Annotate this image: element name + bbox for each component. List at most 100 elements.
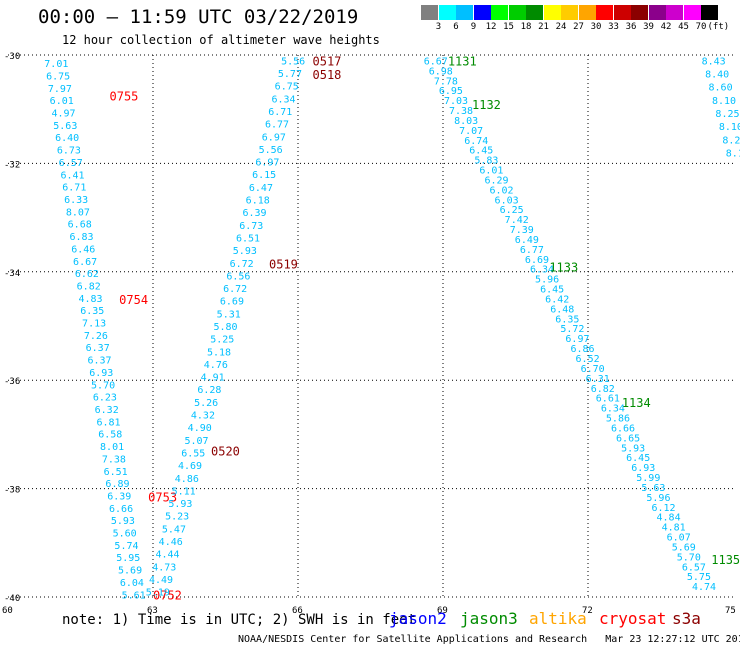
wave-height-value: 6.66: [611, 423, 635, 434]
wave-height-value: 8.43: [702, 56, 726, 67]
legend-swatch: [648, 5, 666, 20]
wave-height-value: 6.01: [479, 166, 503, 177]
legend-label: 33: [608, 22, 619, 32]
wave-height-value: 8.25: [715, 109, 739, 120]
y-tick-label: -38: [4, 486, 20, 496]
wave-height-value: 6.51: [236, 233, 260, 244]
wave-height-value: 4.91: [201, 373, 225, 384]
wave-height-value: 6.77: [265, 120, 289, 131]
wave-height-value: 6.33: [64, 195, 88, 206]
x-tick-label: 75: [725, 606, 736, 616]
wave-height-value: 8.07: [66, 207, 90, 218]
wave-height-value: 5.61: [122, 590, 146, 601]
wave-height-value: 6.69: [525, 255, 549, 266]
wave-height-value: 4.84: [657, 513, 681, 524]
legend-swatch: [701, 5, 718, 20]
legend-swatch: [456, 5, 473, 20]
wave-height-value: 5.47: [162, 524, 186, 535]
wave-height-value: 4.86: [175, 474, 199, 485]
wave-height-value: 8.40: [705, 70, 729, 81]
time-label: 0755: [110, 90, 139, 104]
legend-label: 36: [625, 22, 637, 32]
satellite-label-altika: altika: [529, 609, 587, 628]
wave-height-value: 7.01: [44, 59, 68, 70]
wave-height-value: 6.40: [55, 133, 79, 144]
legend-swatch: [561, 5, 578, 20]
wave-height-value: 6.62: [75, 269, 99, 280]
wave-height-value: 6.70: [581, 364, 605, 375]
wave-height-value: 5.69: [118, 566, 142, 577]
wave-height-value: 7.39: [510, 225, 534, 236]
wave-height-value: 6.42: [545, 294, 569, 305]
legend-label: 12: [485, 22, 497, 32]
wave-height-value: 6.03: [495, 195, 519, 206]
wave-height-value: 5.56: [281, 56, 305, 67]
wave-height-value: 6.74: [464, 136, 488, 147]
wave-height-value: 6.45: [626, 453, 650, 464]
wave-height-value: 6.18: [246, 196, 270, 207]
satellite-label-cryosat: cryosat: [599, 609, 667, 628]
wave-height-value: 6.69: [220, 297, 244, 308]
wave-height-value: 4.69: [178, 461, 202, 472]
wave-height-value: 5.72: [560, 324, 584, 335]
wave-height-value: 6.93: [89, 368, 113, 379]
wave-height-value: 6.86: [570, 344, 594, 355]
wave-height-value: 5.25: [210, 335, 234, 346]
legend-label: 3: [435, 22, 442, 32]
wave-height-value: 5.70: [91, 380, 115, 391]
legend-label: 27: [573, 22, 584, 32]
wave-height-value: 6.95: [439, 86, 463, 97]
x-tick-label: 69: [437, 606, 448, 616]
wave-height-value: 5.74: [114, 541, 138, 552]
wave-height-value: 6.23: [93, 393, 117, 404]
legend-swatch: [438, 5, 456, 20]
legend-swatch: [613, 5, 631, 20]
wave-height-value: 6.98: [429, 66, 453, 77]
time-label: 1135: [711, 553, 740, 567]
legend-swatch: [631, 5, 648, 20]
wave-height-value: 7.03: [444, 96, 468, 107]
wave-height-value: 5.69: [672, 542, 696, 553]
wave-height-value: 4.46: [159, 537, 183, 548]
legend-label: 9: [470, 22, 477, 32]
wave-height-value: 5.18: [207, 347, 231, 358]
wave-height-value: 8.10: [719, 122, 740, 133]
wave-height-value: 8.10: [712, 96, 736, 107]
wave-height-value: 5.93: [111, 516, 135, 527]
wave-height-value: 6.29: [484, 175, 508, 186]
wave-height-value: 6.34: [601, 404, 625, 415]
wave-height-value: 6.61: [596, 394, 620, 405]
legend-unit: (ft): [707, 22, 730, 32]
wave-height-value: 6.35: [80, 306, 104, 317]
satellite-label-jason2: jason2: [389, 609, 447, 628]
legend-label: 70: [695, 22, 707, 32]
wave-height-value: 4.90: [188, 423, 212, 434]
wave-height-value: 6.71: [62, 183, 86, 194]
y-tick-label: -34: [4, 269, 20, 279]
legend-swatch: [683, 5, 701, 20]
satellite-label-jason3: jason3: [460, 609, 518, 628]
satellite-label-s3a: s3a: [672, 609, 701, 628]
wave-height-value: 4.81: [662, 523, 686, 534]
time-label: 0752: [153, 588, 182, 602]
wave-height-value: 6.45: [469, 146, 493, 157]
wave-height-value: 6.49: [515, 235, 539, 246]
legend-label: 18: [520, 22, 532, 32]
wave-height-value: 6.28: [197, 385, 221, 396]
legend-swatch: [666, 5, 683, 20]
y-tick-label: -36: [4, 377, 20, 387]
wave-height-value: 5.93: [233, 246, 257, 257]
wave-height-value: 5.93: [621, 443, 645, 454]
wave-height-value: 6.71: [268, 107, 292, 118]
wave-height-value: 8.01: [100, 442, 124, 453]
time-label: 0518: [313, 68, 342, 82]
wave-height-value: 6.37: [86, 343, 110, 354]
legend-swatch: [473, 5, 491, 20]
wave-height-value: 6.51: [104, 467, 128, 478]
time-label: 1132: [472, 98, 501, 112]
wave-height-value: 6.02: [490, 185, 514, 196]
time-label: 1134: [622, 396, 651, 410]
legend-label: 24: [555, 22, 567, 32]
wave-height-value: 6.65: [616, 433, 640, 444]
